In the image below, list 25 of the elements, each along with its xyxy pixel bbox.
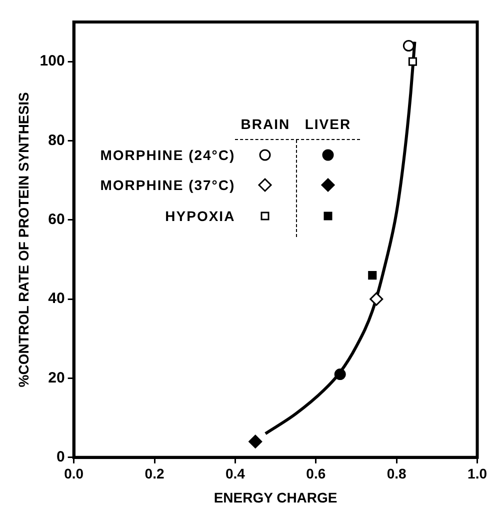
x-tick-label: 0.4 [225, 466, 246, 482]
point [334, 368, 346, 380]
x-tick-label: 1.0 [468, 466, 488, 482]
y-tick-label: 100 [40, 52, 65, 70]
y-tick-label: 80 [48, 132, 65, 149]
y-axis-title: %CONTROL RATE OF PROTEIN SYNTHESIS [15, 92, 32, 388]
x-axis-title: ENERGY CHARGE [214, 489, 338, 506]
point [402, 40, 414, 52]
y-tick-label: 20 [48, 369, 65, 386]
point [248, 434, 262, 448]
annotation: LIVER [304, 115, 352, 134]
legend-label: HYPOXIA [164, 206, 236, 226]
point [408, 57, 418, 66]
x-tick-label: 0.8 [386, 466, 407, 482]
y-tick-label: 0 [56, 448, 65, 466]
x-tick-label: 0.0 [64, 466, 84, 482]
point [368, 271, 377, 280]
y-tick-label: 40 [48, 290, 65, 308]
y-tick-label: 60 [48, 211, 65, 228]
legend-label: MORPHINE (24°C) [99, 146, 236, 165]
x-tick-label: 0.6 [306, 466, 326, 482]
x-tick-label: 0.2 [144, 466, 164, 482]
legend-label: MORPHINE (37°C) [99, 176, 236, 196]
point [370, 292, 384, 306]
annotation: BRAIN [240, 115, 292, 134]
